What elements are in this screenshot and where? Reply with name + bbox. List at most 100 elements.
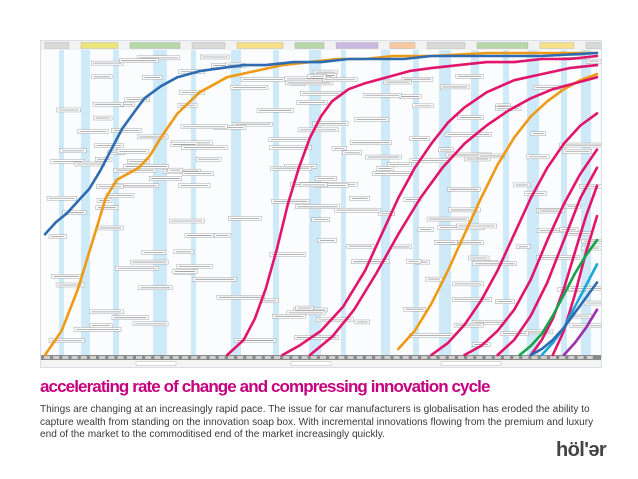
year-axis-tick — [145, 356, 152, 359]
adoption-curve-10 — [529, 184, 599, 357]
year-axis-tick — [71, 356, 78, 359]
year-axis-tick — [568, 356, 575, 359]
timeline-header-cell — [539, 42, 575, 49]
year-axis-tick — [338, 356, 345, 359]
adoption-curve-6 — [308, 75, 599, 357]
legend-box — [440, 361, 502, 366]
year-axis-tick — [264, 356, 271, 359]
era-band — [581, 41, 591, 367]
adoption-curve-9 — [496, 166, 599, 357]
year-axis-tick — [310, 356, 317, 359]
year-axis-tick — [228, 356, 234, 359]
era-band — [113, 41, 119, 367]
era-band — [81, 41, 90, 367]
year-axis-tick — [504, 356, 510, 359]
era-band — [341, 41, 346, 367]
timeline-header-cell — [585, 42, 601, 49]
year-axis-tick — [402, 356, 409, 359]
year-axis-tick — [384, 356, 391, 359]
adoption-curve-11 — [551, 214, 599, 357]
year-axis-tick — [329, 356, 336, 359]
year-axis-tick — [347, 356, 354, 359]
adoption-curve-12 — [518, 238, 599, 357]
year-axis-tick — [439, 356, 446, 359]
era-band — [471, 41, 479, 367]
innovation-chart — [40, 40, 602, 368]
year-axis-tick — [136, 356, 142, 359]
year-axis-tick — [274, 356, 280, 359]
year-axis-tick — [163, 356, 170, 359]
year-axis-tick — [80, 356, 87, 359]
year-axis-tick — [237, 356, 244, 359]
year-axis-tick — [301, 356, 308, 359]
year-axis-tick — [191, 356, 198, 359]
year-axis-tick — [448, 356, 455, 359]
legend-box — [135, 361, 177, 366]
era-band — [503, 41, 509, 367]
year-axis-tick — [540, 356, 547, 359]
year-axis-tick — [126, 356, 133, 359]
timeline-header-cell — [44, 42, 70, 49]
year-axis-tick — [292, 356, 299, 359]
year-axis-tick — [421, 356, 428, 359]
year-axis-tick — [218, 356, 225, 359]
timeline-header-cell — [294, 42, 325, 49]
adoption-curve-3 — [43, 51, 599, 236]
year-axis-tick — [366, 356, 372, 359]
era-band — [273, 41, 279, 367]
year-axis-tick — [320, 356, 326, 359]
timeline-header-cell — [476, 42, 529, 49]
year-axis-tick — [412, 356, 418, 359]
year-axis-tick — [99, 356, 106, 359]
adoption-curve-1 — [43, 51, 599, 357]
year-axis-tick — [108, 356, 115, 359]
era-band — [439, 41, 451, 367]
year-axis-tick — [255, 356, 262, 359]
timeline-header-cell — [236, 42, 284, 49]
adoption-curve-14 — [529, 281, 599, 357]
year-axis-tick — [154, 356, 161, 359]
timeline-header-cell — [129, 42, 181, 49]
year-axis-tick — [550, 356, 556, 359]
adoption-curve-2 — [396, 72, 599, 351]
timeline-header-cell — [335, 42, 379, 49]
year-axis-tick — [577, 356, 584, 359]
year-axis-tick — [513, 356, 520, 359]
year-axis-tick — [476, 356, 483, 359]
year-axis-tick — [356, 356, 363, 359]
era-band — [231, 41, 241, 367]
legend-box — [290, 361, 332, 366]
year-axis-tick — [586, 356, 593, 359]
slide-body-text: Things are changing at an increasingly r… — [40, 404, 594, 441]
year-axis-tick — [485, 356, 492, 359]
timeline-header-cell — [191, 42, 226, 49]
adoption-curve-4 — [225, 54, 599, 357]
year-axis-tick — [246, 356, 253, 359]
timeline-header-cell — [426, 42, 466, 49]
year-axis-tick — [531, 356, 538, 359]
adoption-curve-8 — [463, 148, 599, 357]
year-axis-tick — [559, 356, 566, 359]
timeline-header-cell — [389, 42, 416, 49]
year-axis-tick — [90, 356, 96, 359]
year-axis-tick — [494, 356, 501, 359]
era-band — [59, 41, 64, 367]
year-axis-tick — [182, 356, 188, 359]
adoption-curve-7 — [430, 112, 599, 357]
era-band — [191, 41, 196, 367]
adoption-curve-13 — [540, 263, 599, 357]
year-axis-tick — [283, 356, 290, 359]
year-axis-tick — [522, 356, 529, 359]
era-band — [153, 41, 167, 367]
year-axis-tick — [393, 356, 400, 359]
adoption-curve-15 — [562, 308, 599, 357]
era-band — [381, 41, 390, 367]
year-axis-tick — [467, 356, 474, 359]
slide-title: accelerating rate of change and compress… — [40, 377, 490, 396]
year-axis-tick — [117, 356, 124, 359]
year-axis-tick — [375, 356, 382, 359]
year-axis-tick — [53, 356, 60, 359]
holer-logo: höl'ər — [556, 439, 607, 461]
year-axis-tick — [200, 356, 207, 359]
year-axis-tick — [430, 356, 437, 359]
